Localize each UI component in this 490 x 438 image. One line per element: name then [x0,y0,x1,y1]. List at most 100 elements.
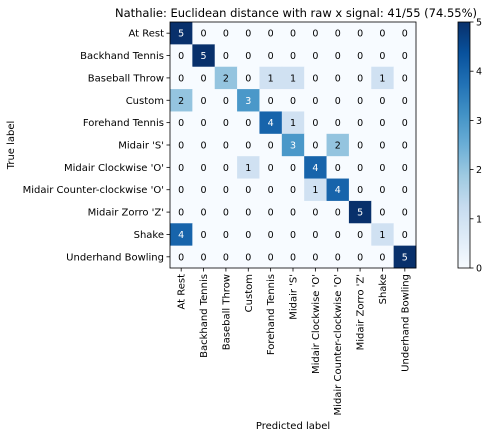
heatmap-cell [170,178,193,202]
heatmap-cell [371,245,395,269]
heatmap-cells [170,22,417,269]
cell-value-label: 0 [335,29,341,40]
cell-value-label: 0 [402,51,408,62]
heatmap-cell [393,156,417,179]
heatmap-cell [304,200,327,224]
cell-value-label: 4 [312,163,318,174]
heatmap-cell [259,22,283,45]
cell-value-labels: 5 0 0 0 0 0 0 0 0 0 0 0 5 0 0 0 0 0 0 0 0 0 0 0 2 0 1 1 0 0 0 1 0 2 0 0 3 0 0 0… [178,29,408,264]
cell-value-label: 0 [335,118,341,129]
cell-value-label: 0 [223,230,229,241]
heatmap-cell [214,44,238,68]
heatmap-cell [192,111,216,135]
heatmap-cell [393,22,417,45]
chart-title: Nathalie: Euclidean distance with raw x … [115,6,477,20]
cell-value-label: 0 [268,29,274,40]
cell-value-label: 0 [290,29,296,40]
heatmap-cell [259,200,283,224]
cell-value-label: 0 [312,73,318,84]
heatmap-cell [371,223,395,247]
heatmap-cell [214,200,238,224]
heatmap-cell [371,200,395,224]
heatmap-cell [237,22,260,45]
heatmap-cell [237,200,260,224]
heatmap-cell [259,66,283,90]
cell-value-label: 0 [357,163,363,174]
cell-value-label: 0 [312,252,318,263]
cell-value-label: 0 [245,252,251,263]
heatmap-cell [393,245,417,269]
colorbar-tick-label: 5 [476,18,482,29]
cell-value-label: 0 [178,141,184,152]
heatmap-cell [348,111,372,135]
heatmap-cell [170,89,193,112]
heatmap-cell [192,44,216,68]
heatmap-cell [192,22,216,45]
cell-value-label: 0 [223,252,229,263]
cell-value-label: 0 [335,208,341,219]
heatmap-cell [192,66,216,90]
cell-value-label: 0 [178,185,184,196]
heatmap-cell [192,223,216,247]
x-tick-label: Custom [244,274,255,312]
heatmap-cell [170,200,193,224]
cell-value-label: 0 [312,51,318,62]
cell-value-label: 0 [290,51,296,62]
cell-value-label: 0 [335,96,341,107]
cell-value-label: 0 [223,163,229,174]
cell-value-label: 0 [379,96,385,107]
colorbar-tick-label: 2 [476,165,482,176]
heatmap-cell [393,200,417,224]
heatmap-cell [393,66,417,90]
cell-value-label: 0 [268,141,274,152]
heatmap-cell [237,66,260,90]
cell-value-label: 0 [178,163,184,174]
heatmap-cell [259,111,283,135]
heatmap-cell [371,111,395,135]
heatmap-cell [304,178,327,202]
cell-value-label: 0 [357,230,363,241]
heatmap-cell [170,133,193,157]
cell-value-label: 0 [245,29,251,40]
heatmap-cell [192,178,216,202]
heatmap-cell [192,200,216,224]
cell-value-label: 4 [268,118,274,129]
cell-value-label: 0 [201,163,207,174]
cell-value-label: 0 [335,163,341,174]
cell-value-label: 1 [312,185,318,196]
x-tick-label: Backhand Tennis [199,274,210,358]
heatmap-cell [326,133,350,157]
cell-value-label: 0 [312,29,318,40]
heatmap-cell [214,66,238,90]
heatmap-cell [326,245,350,269]
cell-value-label: 0 [335,73,341,84]
cell-value-label: 2 [223,73,229,84]
cell-value-label: 0 [290,163,296,174]
heatmap-cell [192,133,216,157]
cell-value-label: 1 [268,73,274,84]
heatmap-cell [281,223,305,247]
y-tick-label: Baseball Throw [88,73,164,84]
cell-value-label: 0 [379,118,385,129]
heatmap-cell [170,223,193,247]
cell-value-label: 0 [223,208,229,219]
heatmap-cell [348,178,372,202]
cell-value-label: 0 [357,118,363,129]
heatmap-cell [281,89,305,112]
heatmap-cell [192,245,216,269]
x-tick-label: Midair Counter-clockwise 'O' [333,274,344,415]
cell-value-label: 0 [312,208,318,219]
cell-value-label: 0 [402,29,408,40]
heatmap-cell [170,44,193,68]
cell-value-label: 0 [357,73,363,84]
heatmap-cell [371,66,395,90]
cell-value-label: 0 [290,252,296,263]
heatmap-cell [259,89,283,112]
heatmap-cell [304,89,327,112]
cell-value-label: 5 [201,51,207,62]
heatmap-cell [348,223,372,247]
cell-value-label: 5 [402,252,408,263]
heatmap-cell [170,66,193,90]
colorbar-tick-label: 1 [476,214,482,225]
